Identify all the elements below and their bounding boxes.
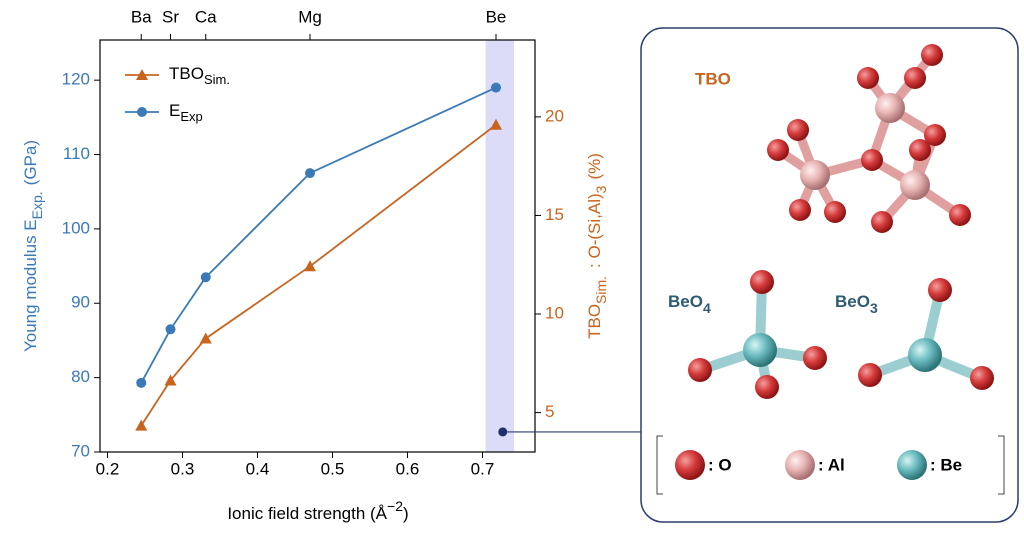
panel-title: TBO — [695, 69, 731, 88]
top-tick-label: Be — [486, 7, 507, 26]
beo3-sub: 3 — [870, 300, 878, 316]
x-label-tail: ) — [403, 504, 409, 523]
x-tick-label: 0.2 — [96, 459, 120, 478]
legend-atom-o — [675, 450, 705, 480]
y2-tick-label: 5 — [545, 402, 554, 421]
legend-o: : O — [708, 455, 732, 474]
y-tick-label: 80 — [71, 367, 90, 386]
y-tick-label: 70 — [71, 441, 90, 460]
x-label-sup: −2 — [387, 498, 403, 514]
chart: 0.2 0.3 0.4 0.5 0.6 0.7 Ba Sr Ca Mg Be 70 80 90 100 110… — [21, 7, 641, 523]
top-tick-label: Ba — [131, 7, 152, 26]
y2-label-sub: Sim. — [593, 276, 609, 304]
legend-marker — [137, 107, 147, 117]
y-tick-label: 100 — [62, 218, 90, 237]
y2-axis-label: TBOSim. : O-(Si,Al)3 (%) — [585, 153, 608, 339]
top-tick-label: Ca — [195, 7, 217, 26]
x-axis-label: Ionic field strength (Å−2) — [227, 498, 408, 524]
data-point — [164, 374, 177, 386]
structure-panel: TBO BeO4 BeO3 — [640, 27, 1019, 523]
x-tick-label: 0.4 — [246, 459, 270, 478]
top-tick-label: Mg — [298, 7, 322, 26]
legend-label: EExp — [169, 101, 203, 124]
x-tick-label: 0.6 — [396, 459, 420, 478]
y2-tick-label: 10 — [545, 303, 564, 322]
series-line — [140, 86, 497, 384]
legend-atom-al — [785, 450, 815, 480]
data-point — [135, 419, 148, 431]
y2-tick-label: 20 — [545, 106, 564, 125]
legend-bracket — [656, 435, 1005, 495]
legend-name: E — [169, 101, 180, 120]
y-axis-label: Young modulus EExp. (GPa) — [21, 140, 44, 352]
y2-label-sub2: 3 — [593, 185, 609, 193]
y2-label-main: TBO — [585, 304, 604, 339]
beo3-main: BeO — [835, 292, 870, 311]
legend-label: TBOSim. — [169, 64, 230, 87]
y-tick-label: 120 — [62, 70, 90, 89]
legend-name: TBO — [169, 64, 204, 83]
data-point — [304, 260, 316, 272]
beo3-molecule — [858, 278, 994, 390]
x-label-main: Ionic field strength (Å — [227, 504, 387, 523]
legend-atom-be — [897, 450, 927, 480]
data-point — [199, 332, 212, 344]
y-tick-label: 90 — [71, 293, 90, 312]
x-tick-label: 0.7 — [471, 459, 495, 478]
y2-label-tail: (%) — [585, 153, 604, 179]
beo4-main: BeO — [668, 292, 703, 311]
legend-sub: Exp — [180, 109, 202, 124]
y-tick-label: 110 — [63, 144, 90, 163]
legend-sub: Sim. — [204, 72, 230, 87]
y2-label-mid: : O-(Si,Al) — [585, 193, 604, 268]
beo3-label: BeO3 — [835, 292, 878, 315]
data-point — [136, 377, 147, 388]
y2-tick-label: 15 — [545, 205, 564, 224]
legend-al: : Al — [818, 455, 845, 474]
panel-frame — [640, 27, 1019, 523]
y-label-tail: (GPa) — [21, 140, 40, 185]
beo4-molecule — [688, 270, 827, 399]
data-point — [491, 82, 501, 93]
callout-point — [498, 427, 508, 437]
x-tick-label: 0.3 — [171, 459, 195, 478]
tbo-molecule — [767, 44, 971, 233]
data-point — [165, 324, 176, 335]
data-point — [200, 272, 211, 283]
beo4-label: BeO4 — [668, 292, 711, 315]
y-label-main: Young modulus E — [21, 219, 40, 352]
data-point — [490, 118, 502, 130]
beo4-sub: 4 — [703, 300, 711, 316]
highlight-band — [485, 40, 514, 452]
plot-frame — [99, 39, 536, 453]
x-tick-label: 0.5 — [321, 459, 345, 478]
top-tick-label: Sr — [162, 7, 179, 26]
legend-marker — [136, 69, 148, 80]
data-point — [305, 168, 315, 179]
legend-be: : Be — [930, 455, 962, 474]
y-label-sub: Exp. — [29, 191, 45, 219]
